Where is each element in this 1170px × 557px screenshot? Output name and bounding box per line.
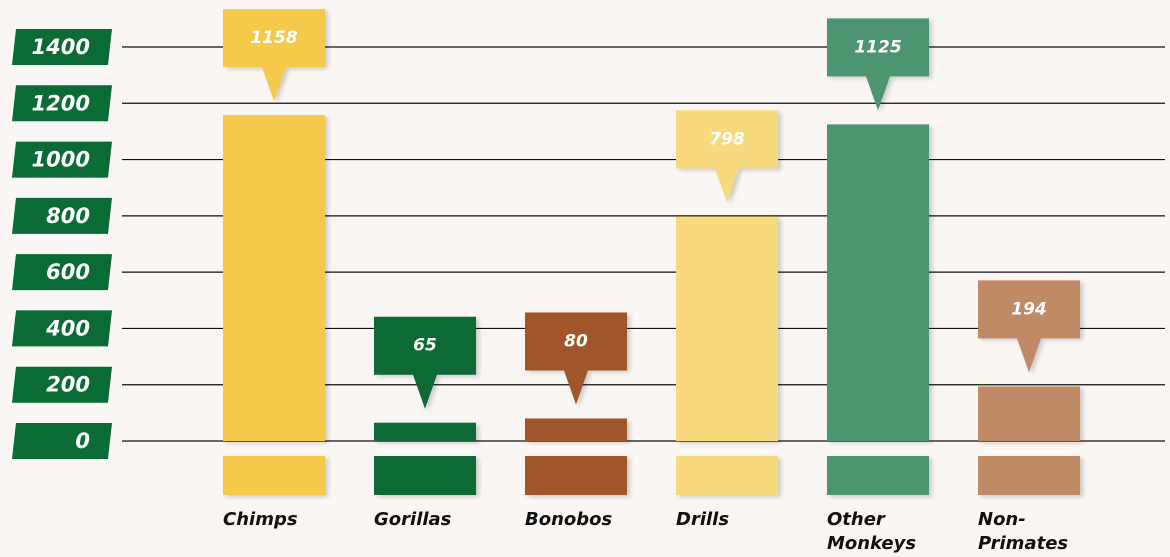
x-tick-label: Other Monkeys <box>827 509 917 554</box>
y-tick-label: 400 <box>45 316 90 340</box>
value-label: 1158 <box>250 28 297 48</box>
x-tick-label: Non-Primates <box>978 509 1069 554</box>
bar <box>525 418 627 441</box>
y-tick-label: 600 <box>46 260 90 284</box>
legend-swatch <box>676 456 778 495</box>
bar <box>374 422 476 441</box>
bar <box>676 216 778 441</box>
bar <box>978 386 1080 441</box>
y-tick-label: 0 <box>75 429 90 453</box>
x-tick-label: Chimps <box>223 509 298 530</box>
y-tick-box <box>12 197 112 234</box>
callout <box>978 280 1080 373</box>
y-tick-box <box>12 310 112 347</box>
y-tick-box <box>12 141 112 178</box>
y-tick-box <box>12 85 112 122</box>
bar <box>827 124 929 442</box>
x-tick-label: Bonobos <box>525 509 613 530</box>
callout <box>676 110 778 203</box>
y-tick-label: 1400 <box>32 35 90 59</box>
value-label: 80 <box>564 331 588 351</box>
bar <box>223 115 325 441</box>
y-tick-label: 200 <box>46 373 90 397</box>
callout <box>827 18 929 111</box>
x-tick-label: Drills <box>676 509 730 530</box>
legend-swatch <box>525 456 627 495</box>
callout <box>525 312 627 405</box>
value-label: 798 <box>709 129 745 149</box>
y-tick-box <box>12 423 112 459</box>
y-tick-box <box>12 366 112 403</box>
value-label: 1125 <box>854 37 901 57</box>
x-tick-label: Gorillas <box>374 509 452 530</box>
y-tick-label: 1200 <box>32 91 90 115</box>
legend-swatch <box>374 456 476 495</box>
y-tick-label: 1000 <box>32 148 90 172</box>
value-label: 194 <box>1011 299 1047 319</box>
legend-swatch <box>978 456 1080 495</box>
y-tick-box <box>12 254 112 291</box>
y-tick-label: 800 <box>46 204 90 228</box>
legend-swatch <box>223 456 325 495</box>
y-tick-box <box>12 29 112 65</box>
legend-swatch <box>827 456 929 495</box>
value-label: 65 <box>413 336 437 356</box>
callout <box>374 316 476 409</box>
callout <box>223 9 325 102</box>
